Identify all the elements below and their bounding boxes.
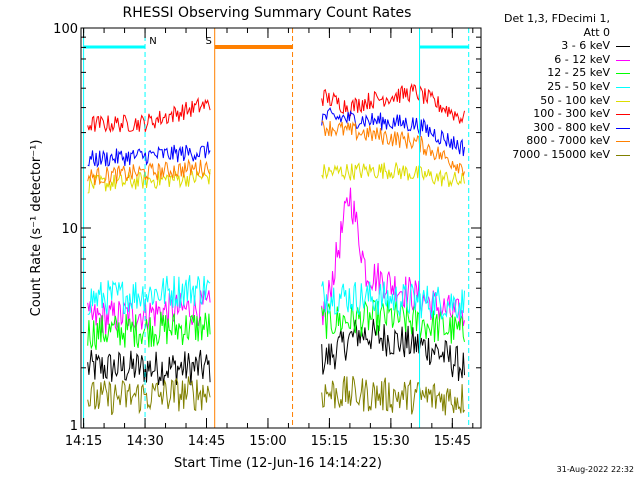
legend-header-1: Det 1,3, FDecimi 1, [504, 12, 610, 25]
footer-timestamp: 31-Aug-2022 22:32 [556, 465, 634, 474]
legend-label-7: 800 - 7000 keV [526, 134, 610, 148]
legend-label-4: 50 - 100 keV [540, 93, 610, 107]
legend-swatch-4 [616, 100, 630, 102]
y-tick-label-0: 1 [70, 419, 78, 434]
series-line-5 [87, 82, 465, 134]
legend-entry-0: 3 - 6 keV [482, 39, 632, 53]
legend-label-0: 3 - 6 keV [561, 39, 610, 53]
legend-header-2: Att 0 [583, 25, 610, 39]
x-axis-label: Start Time (12-Jun-16 14:14:22) [174, 456, 382, 471]
legend-swatch-5 [616, 114, 630, 116]
x-tick-label-3: 15:00 [249, 434, 286, 449]
legend-entry-2: 12 - 25 keV [482, 66, 632, 80]
legend-swatch-2 [616, 73, 630, 75]
x-tick-label-6: 15:45 [434, 434, 471, 449]
legend-rows: 3 - 6 keV 6 - 12 keV 12 - 25 keV 25 - 50 ke… [482, 39, 632, 161]
legend-swatch-3 [616, 86, 630, 88]
y-tick-label-2: 100 [53, 22, 78, 37]
legend-entry-1: 6 - 12 keV [482, 53, 632, 67]
series-line-8 [87, 375, 465, 416]
legend-entry-7: 800 - 7000 keV [482, 134, 632, 148]
y-axis-label: Count Rate (s⁻¹ detector⁻¹) [29, 140, 44, 317]
chart-title: RHESSI Observing Summary Count Rates [123, 5, 412, 21]
x-tick-label-5: 15:30 [372, 434, 409, 449]
series-line-7 [87, 120, 465, 186]
legend-label-2: 12 - 25 keV [547, 66, 610, 80]
legend-label-5: 100 - 300 keV [533, 107, 610, 121]
x-tick-label-2: 14:45 [188, 434, 225, 449]
legend-entry-5: 100 - 300 keV [482, 107, 632, 121]
y-tick-label-1: 10 [61, 222, 78, 237]
legend: Det 1,3, FDecimi 1, Att 0 3 - 6 keV 6 - 1… [482, 12, 632, 162]
series-line-0 [87, 318, 465, 386]
legend-swatch-0 [616, 46, 630, 48]
series-line-3 [87, 275, 465, 320]
legend-swatch-6 [616, 127, 630, 129]
x-tick-label-0: 14:15 [65, 434, 102, 449]
annotation-label-1: S [206, 36, 212, 47]
legend-swatch-8 [616, 154, 630, 156]
legend-entry-3: 25 - 50 keV [482, 80, 632, 94]
legend-label-8: 7000 - 15000 keV [512, 147, 610, 161]
axis-layer: 14:15 14:30 14:45 15:00 15:15 15:30 15:45 1 10 10… [53, 22, 481, 449]
legend-swatch-7 [616, 141, 630, 143]
series-line-6 [87, 107, 465, 168]
x-tick-label-1: 14:30 [126, 434, 163, 449]
x-tick-label-4: 15:15 [311, 434, 348, 449]
annotation-label-0: N [149, 36, 156, 47]
legend-entry-6: 300 - 800 keV [482, 121, 632, 135]
legend-entry-4: 50 - 100 keV [482, 94, 632, 108]
legend-entry-8: 7000 - 15000 keV [482, 148, 632, 162]
legend-label-6: 300 - 800 keV [533, 120, 610, 134]
legend-swatch-1 [616, 59, 630, 61]
legend-label-3: 25 - 50 keV [547, 79, 610, 93]
series-line-4 [87, 162, 465, 194]
legend-label-1: 6 - 12 keV [554, 52, 610, 66]
